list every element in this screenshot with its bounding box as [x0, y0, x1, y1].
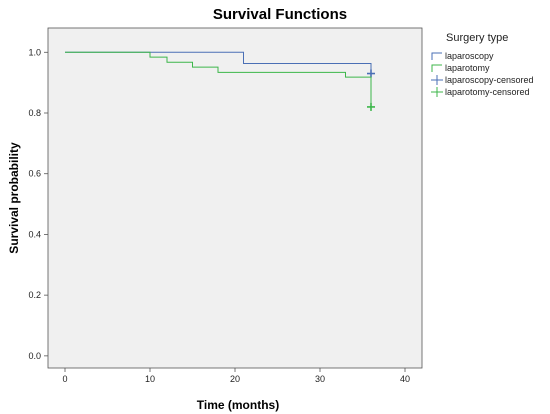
- censor-mark-laparotomy: [367, 102, 375, 111]
- y-tick-label: 0.2: [28, 290, 41, 300]
- legend-item: laparotomy: [431, 63, 490, 73]
- legend-swatch: [431, 87, 443, 97]
- legend-label: laparotomy: [445, 63, 490, 73]
- y-tick-label: 1.0: [28, 47, 41, 57]
- y-tick-label: 0.6: [28, 169, 41, 179]
- y-tick-label: 0.4: [28, 229, 41, 239]
- legend-swatch: [431, 52, 442, 60]
- y-axis-label: Survival probability: [7, 142, 21, 254]
- series-line-laparoscopy: [65, 51, 372, 74]
- axes: 0 10 20 30 40 0.0 0.2 0.4 0.6 0.8 1.0: [28, 47, 410, 384]
- x-tick-label: 0: [62, 374, 67, 384]
- legend-label: laparoscopy-censored: [445, 75, 534, 85]
- x-tick-label: 40: [400, 374, 410, 384]
- x-tick-label: 20: [230, 374, 240, 384]
- y-tick-label: 0.8: [28, 108, 41, 118]
- legend-item: laparoscopy-censored: [431, 75, 534, 85]
- x-tick-label: 30: [315, 374, 325, 384]
- legend-title: Surgery type: [446, 32, 508, 44]
- legend-swatch: [431, 75, 443, 85]
- x-axis-label: Time (months): [197, 398, 279, 412]
- legend-item: laparoscopy: [431, 51, 494, 61]
- censor-mark-laparoscopy: [367, 69, 375, 78]
- series-layer: [65, 51, 375, 111]
- legend-label: laparotomy-censored: [445, 87, 530, 97]
- legend-label: laparoscopy: [445, 51, 494, 61]
- chart-title: Survival Functions: [213, 6, 347, 23]
- legend-swatch: [431, 64, 442, 72]
- legend-item: laparotomy-censored: [431, 87, 530, 97]
- plot-area: [47, 27, 423, 369]
- series-line-laparotomy: [65, 51, 372, 107]
- y-tick-label: 0.0: [28, 351, 41, 361]
- x-tick-label: 10: [145, 374, 155, 384]
- legend: Surgery type laparoscopy laparotomy laparo…: [431, 32, 534, 97]
